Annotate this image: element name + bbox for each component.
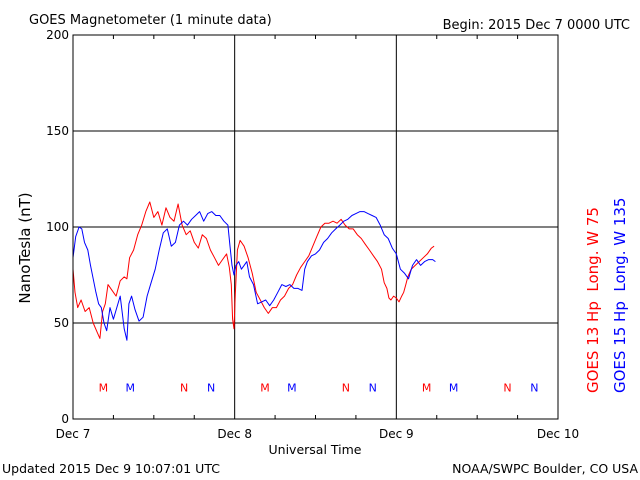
legend-goes13: GOES 13 Hp Long. W 75 xyxy=(584,207,602,393)
event-marker-n: N xyxy=(207,381,215,394)
y-tick-label: 200 xyxy=(46,28,69,42)
series-line-goes15 xyxy=(72,211,436,341)
event-marker-m: M xyxy=(99,381,109,394)
y-axis-label: NanoTesla (nT) xyxy=(16,192,34,303)
event-marker-m: M xyxy=(287,381,297,394)
y-tick-label: 100 xyxy=(46,220,69,234)
series-group xyxy=(72,201,436,341)
chart-title: GOES Magnetometer (1 minute data) xyxy=(29,13,272,28)
x-tick-label: Dec 10 xyxy=(537,427,579,441)
y-tick-label: 0 xyxy=(61,412,69,426)
legend: GOES 13 Hp Long. W 75 GOES 15 Hp Long. W … xyxy=(584,198,629,393)
x-tick-label: Dec 9 xyxy=(379,427,414,441)
event-marker-m: M xyxy=(260,381,270,394)
begin-label: Begin: 2015 Dec 7 0000 UTC xyxy=(443,18,630,33)
x-axis-label: Universal Time xyxy=(269,442,362,457)
credit-label: NOAA/SWPC Boulder, CO USA xyxy=(452,461,638,476)
y-tick-label: 150 xyxy=(46,124,69,138)
event-marker-m: M xyxy=(422,381,432,394)
event-marker-n: N xyxy=(530,381,538,394)
updated-label: Updated 2015 Dec 9 10:07:01 UTC xyxy=(2,461,220,476)
event-marker-n: N xyxy=(342,381,350,394)
plot-frame xyxy=(72,34,559,420)
y-tick-label: 50 xyxy=(54,316,69,330)
grid xyxy=(73,35,558,419)
x-tick-label: Dec 8 xyxy=(217,427,252,441)
event-marker-m: M xyxy=(126,381,136,394)
x-tick-label: Dec 7 xyxy=(56,427,91,441)
series-line-goes13 xyxy=(72,201,435,339)
event-marker-n: N xyxy=(503,381,511,394)
event-marker-n: N xyxy=(369,381,377,394)
event-marker-n: N xyxy=(180,381,188,394)
event-marker-m: M xyxy=(449,381,459,394)
axis-ticks: 0 50 100 150 200 Dec 7 Dec 8 Dec 9 Dec 10 xyxy=(46,28,579,441)
legend-goes15: GOES 15 Hp Long. W 135 xyxy=(611,198,629,393)
